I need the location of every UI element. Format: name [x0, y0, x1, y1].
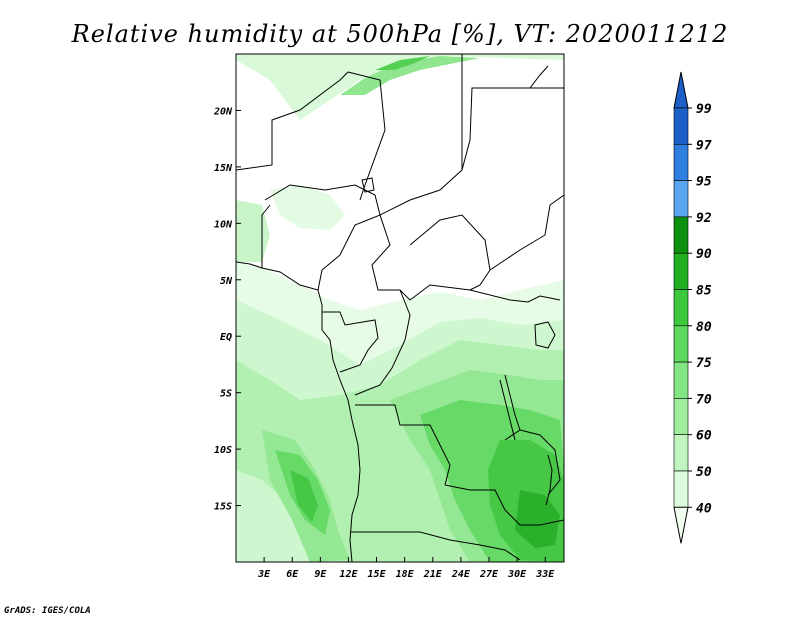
border-line	[322, 311, 379, 373]
map-frame	[235, 53, 565, 563]
lake-malawi	[545, 454, 553, 506]
colorbar-label: 75	[696, 356, 712, 371]
border-line	[461, 87, 564, 171]
colorbar-swatch	[673, 289, 689, 327]
lon-tick-label: 18E	[396, 569, 415, 580]
colorbar-label: 99	[696, 102, 712, 117]
lat-tick-label: 5S	[220, 389, 232, 400]
colorbar-label: 80	[696, 320, 712, 335]
colorbar-label: 85	[696, 284, 712, 299]
lon-tick-label: 33E	[535, 569, 555, 580]
border-line	[350, 531, 521, 561]
latitude-axis: 20N 15N 10N 5N EQ 5S 10S 15S	[213, 106, 241, 513]
colorbar-label: 60	[696, 429, 712, 444]
colorbar: 99 97 95 92 90 85 80 75 70 60 50 40	[673, 71, 712, 544]
humidity-region-north-green	[340, 56, 480, 95]
lon-tick-label: 3E	[257, 569, 271, 580]
lat-tick-label: EQ	[220, 332, 232, 343]
colorbar-top-arrow	[673, 71, 689, 109]
grads-credit: GrADS: IGES/COLA	[4, 606, 91, 616]
humidity-region-sahel	[270, 185, 345, 230]
humidity-region-90	[515, 490, 560, 548]
colorbar-label: 70	[696, 392, 712, 407]
border-line	[354, 289, 411, 396]
border-line	[444, 484, 564, 526]
colorbar-swatch	[673, 325, 689, 363]
colorbar-bottom-arrow	[673, 506, 689, 544]
lat-tick-label: 15N	[214, 163, 233, 174]
humidity-field	[236, 54, 564, 562]
colorbar-swatch	[673, 470, 689, 508]
border-line	[489, 194, 564, 271]
border-line	[236, 71, 349, 171]
lat-tick-label: 5N	[220, 276, 233, 287]
lat-tick-label: 10N	[214, 219, 233, 230]
lon-tick-label: 9E	[314, 569, 327, 580]
lat-tick-label: 10S	[214, 445, 232, 456]
colorbar-swatch	[673, 398, 689, 435]
map-title: Relative humidity at 500hPa [%], VT: 202…	[71, 20, 729, 48]
lat-tick-label: 15S	[214, 502, 232, 513]
colorbar-swatch	[673, 180, 689, 218]
border-line	[409, 284, 561, 303]
border-line	[261, 204, 271, 268]
colorbar-label: 50	[696, 465, 712, 480]
longitude-axis: 3E 6E 9E 12E 15E 18E 21E 24E 27E 30E 33E	[257, 557, 555, 580]
colorbar-label: 90	[696, 247, 712, 262]
lat-tick-label: 20N	[213, 106, 233, 117]
humidity-region-80	[275, 400, 564, 562]
colorbar-swatch	[673, 434, 689, 472]
colorbar-swatch	[673, 252, 689, 290]
map-area	[235, 53, 565, 563]
lon-tick-label: 27E	[479, 569, 499, 580]
colorbar-label: 97	[696, 138, 712, 153]
colorbar-label: 40	[696, 501, 712, 516]
colorbar-label: 92	[696, 211, 712, 226]
humidity-region-north-light	[236, 54, 564, 120]
colorbar-swatch	[673, 107, 689, 145]
colorbar-swatch	[673, 361, 689, 399]
lon-tick-label: 6E	[286, 569, 299, 580]
border-line	[379, 54, 463, 216]
country-borders	[236, 54, 564, 562]
lon-tick-label: 21E	[423, 569, 443, 580]
humidity-region-85	[290, 440, 564, 562]
colorbar-label: 95	[696, 175, 712, 190]
border-line	[347, 71, 386, 201]
border-line	[499, 379, 516, 441]
lake-tanganyika	[504, 374, 521, 431]
lon-tick-label: 15E	[368, 569, 387, 580]
border-line	[317, 214, 411, 301]
coastline	[236, 261, 361, 562]
border-line	[355, 404, 451, 486]
lake-chad	[361, 177, 375, 193]
lake-victoria	[534, 321, 556, 349]
lon-tick-label: 24E	[451, 569, 471, 580]
lon-tick-label: 30E	[507, 569, 527, 580]
humidity-region-north-dark	[375, 56, 430, 70]
border-line	[264, 184, 381, 216]
border-line	[504, 429, 561, 496]
colorbar-swatch	[673, 216, 689, 254]
red-sea-coast	[529, 65, 549, 89]
lon-tick-label: 12E	[339, 569, 358, 580]
border-line	[409, 214, 491, 291]
colorbar-swatch	[673, 144, 689, 181]
